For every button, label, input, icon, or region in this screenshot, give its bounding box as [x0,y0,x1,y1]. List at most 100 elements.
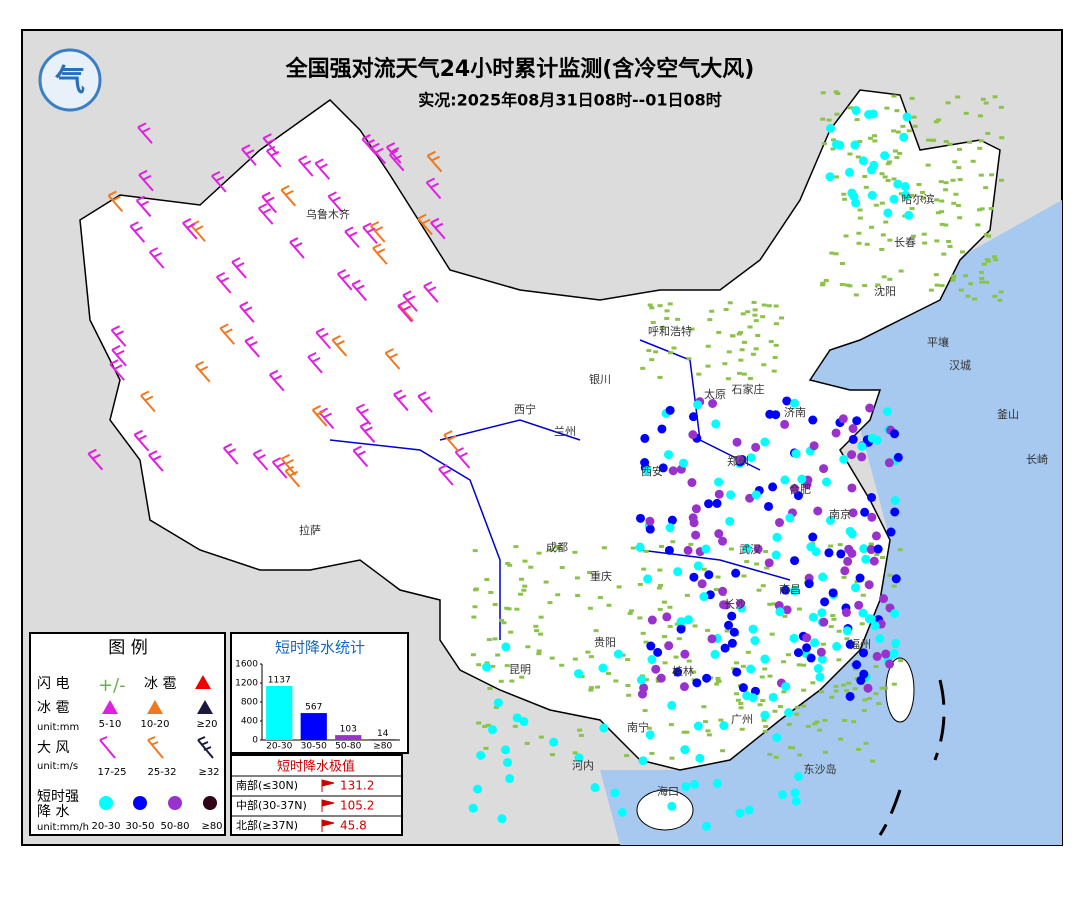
lightning [483,746,489,750]
wind-barb [361,134,378,156]
rain-dot [854,600,864,610]
lightning [950,178,956,182]
lightning [643,640,649,644]
lightning [507,563,513,567]
lightning [891,682,897,686]
lightning [835,91,841,95]
lightning [978,139,984,143]
rivers [329,339,791,640]
lightning [822,750,828,754]
rain-dot [842,626,852,636]
wind-barb [269,369,285,392]
lightning [681,730,687,734]
lightning [851,720,857,724]
lightning [839,262,845,266]
lightning [993,258,999,262]
lightning [662,661,668,665]
logo-mark: 气 [55,64,85,99]
lightning [513,545,519,549]
lightning [828,544,834,548]
lightning [653,350,659,354]
lightning [910,234,916,238]
legend-box [29,632,226,836]
rain-dot [890,429,900,439]
rain-dot [886,527,896,537]
rain-dot [816,647,826,657]
lightning [686,357,692,361]
lightning [509,679,515,683]
rain-dot [900,181,910,191]
city-label: 东沙岛 [804,762,837,776]
rain-dot [714,477,724,487]
rain-dot [890,507,900,517]
rain-dot [688,430,698,440]
rain-dot [831,428,841,438]
rain-dot [735,598,745,608]
rain-dot [864,580,874,590]
rain-dot [859,544,869,554]
lightning [836,629,842,633]
rain-dot [764,501,774,511]
rain-dot [693,400,703,410]
lightning [820,91,826,95]
lightning [925,163,931,167]
lightning [767,752,773,756]
city-label: 汉城 [949,359,971,372]
y-tick-label: 0 [252,736,258,746]
lightning [714,682,720,686]
lightning [750,352,756,356]
lightning [879,201,885,205]
rain-dot [668,466,678,476]
lightning [836,658,842,662]
rain-dot [746,664,756,674]
rain-dot [780,475,790,485]
lightning [975,223,981,227]
rain-dot [748,624,758,634]
rain-dot [710,649,720,659]
wind-barb [307,351,323,374]
lightning [912,124,918,128]
rain-dot [645,516,655,526]
lightning [549,753,555,757]
lightning [844,283,850,287]
lightning [588,688,594,692]
rain-dot [791,449,801,459]
legend-class: 50-80 [160,821,189,832]
rain-dot [861,554,871,564]
lightning [820,642,826,646]
rain-dot [866,545,876,555]
wind-barb [372,243,388,265]
rain-dot [825,515,835,525]
lightning [939,222,945,226]
lightning [897,151,903,155]
lightning [868,542,874,546]
rain-dot [858,648,868,658]
wind-barb [314,158,331,180]
rain-dot [680,649,690,659]
wind-barb [454,447,471,469]
lightning [781,690,787,694]
lightning [983,186,989,190]
wind-barb [423,281,439,303]
lightning [847,152,853,156]
city-label: 南京 [829,507,851,521]
lightning [992,294,998,298]
lightning [797,753,803,757]
lightning [752,308,758,312]
lightning [958,288,964,292]
rain-symbol [133,796,147,810]
rain-dot [667,700,677,710]
lightning [747,325,753,329]
rain-dot [617,807,627,817]
lightning [488,591,494,595]
lightning [505,561,511,565]
rain-dot [871,531,881,541]
rain-dot [791,796,801,806]
lightning [843,234,849,238]
rain-dot [901,190,911,200]
rain-dot [726,490,736,500]
lightning [833,689,839,693]
lightning [909,193,915,197]
lightning [667,302,673,306]
